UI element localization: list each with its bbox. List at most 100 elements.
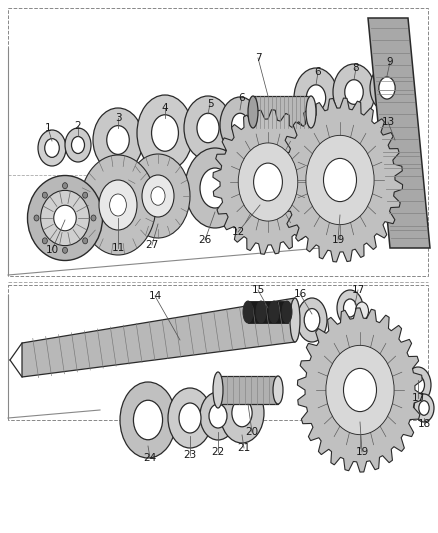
Ellipse shape (290, 298, 300, 342)
Text: 19: 19 (332, 235, 345, 245)
Polygon shape (22, 298, 295, 377)
Ellipse shape (134, 400, 162, 440)
Text: 18: 18 (417, 419, 431, 429)
Text: 23: 23 (184, 450, 197, 460)
Ellipse shape (297, 298, 327, 342)
Ellipse shape (142, 175, 174, 217)
Text: 15: 15 (251, 285, 265, 295)
Polygon shape (253, 96, 311, 128)
Text: 12: 12 (231, 227, 245, 237)
Text: 4: 4 (162, 103, 168, 113)
Text: 14: 14 (148, 291, 162, 301)
Ellipse shape (80, 155, 156, 255)
Ellipse shape (185, 148, 245, 228)
Ellipse shape (209, 404, 227, 428)
Ellipse shape (405, 367, 431, 403)
Ellipse shape (107, 126, 129, 155)
Ellipse shape (254, 163, 283, 201)
Ellipse shape (34, 215, 39, 221)
Ellipse shape (137, 95, 193, 171)
Ellipse shape (411, 376, 424, 394)
Ellipse shape (38, 130, 66, 166)
Text: 8: 8 (353, 63, 359, 73)
Polygon shape (248, 301, 288, 323)
Ellipse shape (273, 376, 283, 404)
Text: 21: 21 (237, 443, 251, 453)
Text: 17: 17 (351, 285, 364, 295)
Ellipse shape (63, 247, 67, 253)
Ellipse shape (93, 108, 143, 172)
Ellipse shape (356, 302, 368, 320)
Text: 26: 26 (198, 235, 212, 245)
Ellipse shape (326, 345, 394, 434)
Text: 11: 11 (111, 243, 125, 253)
Ellipse shape (151, 187, 165, 205)
Ellipse shape (200, 168, 230, 208)
Ellipse shape (28, 175, 102, 261)
Ellipse shape (294, 68, 338, 128)
Text: 2: 2 (75, 121, 81, 131)
Ellipse shape (65, 128, 91, 162)
Ellipse shape (71, 136, 85, 154)
Polygon shape (218, 376, 278, 404)
Ellipse shape (306, 96, 316, 128)
Ellipse shape (200, 392, 236, 440)
Text: 17: 17 (411, 393, 424, 403)
Ellipse shape (269, 301, 279, 323)
Ellipse shape (333, 64, 375, 120)
Ellipse shape (99, 180, 137, 230)
Ellipse shape (337, 290, 363, 326)
Ellipse shape (213, 372, 223, 408)
Ellipse shape (379, 77, 395, 99)
Ellipse shape (345, 79, 363, 104)
Polygon shape (277, 98, 403, 262)
Ellipse shape (232, 113, 248, 137)
Ellipse shape (168, 388, 212, 448)
Ellipse shape (306, 85, 326, 111)
Ellipse shape (282, 301, 292, 323)
Ellipse shape (248, 96, 258, 128)
Ellipse shape (343, 299, 357, 317)
Ellipse shape (54, 205, 76, 231)
Text: 3: 3 (115, 113, 121, 123)
Text: 1: 1 (45, 123, 51, 133)
Ellipse shape (179, 403, 201, 433)
Ellipse shape (304, 309, 320, 332)
Ellipse shape (110, 194, 126, 216)
Ellipse shape (91, 215, 96, 221)
Text: 20: 20 (245, 427, 258, 437)
Ellipse shape (414, 394, 434, 422)
Text: 24: 24 (143, 453, 157, 463)
Bar (8, 8, 428, 276)
Text: 6: 6 (314, 67, 321, 77)
Polygon shape (297, 308, 423, 472)
Ellipse shape (42, 238, 47, 244)
Bar (8, 285, 428, 420)
Ellipse shape (419, 401, 429, 415)
Text: 10: 10 (46, 245, 59, 255)
Text: 16: 16 (293, 289, 307, 299)
Ellipse shape (83, 238, 88, 244)
Text: 9: 9 (387, 57, 393, 67)
Ellipse shape (184, 96, 232, 160)
Polygon shape (368, 18, 430, 248)
Ellipse shape (232, 399, 252, 427)
Ellipse shape (83, 192, 88, 198)
Text: 6: 6 (239, 93, 245, 103)
Ellipse shape (220, 383, 264, 443)
Text: 13: 13 (381, 117, 395, 127)
Ellipse shape (41, 190, 89, 246)
Ellipse shape (120, 382, 176, 458)
Text: 5: 5 (207, 99, 213, 109)
Ellipse shape (197, 114, 219, 143)
Text: 22: 22 (212, 447, 225, 457)
Ellipse shape (243, 301, 253, 323)
Polygon shape (213, 110, 323, 254)
Text: 19: 19 (355, 447, 369, 457)
Ellipse shape (343, 368, 377, 411)
Text: 7: 7 (254, 53, 261, 63)
Ellipse shape (324, 158, 357, 201)
Ellipse shape (63, 183, 67, 189)
Ellipse shape (238, 143, 298, 221)
Ellipse shape (152, 115, 178, 151)
